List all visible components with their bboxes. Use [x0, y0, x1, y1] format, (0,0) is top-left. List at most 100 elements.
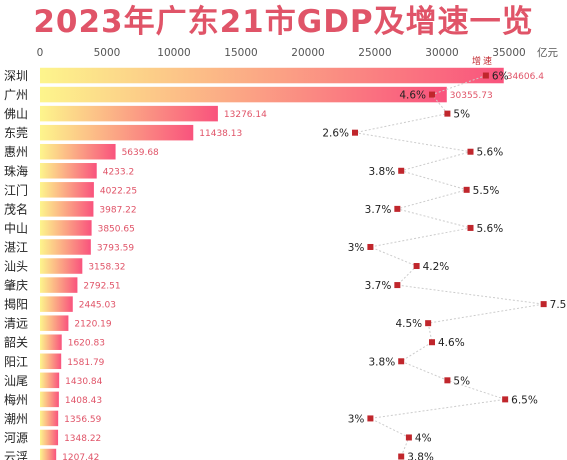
x-tick-label: 25000 [358, 47, 391, 59]
growth-marker [398, 453, 405, 460]
gdp-bar [40, 391, 59, 408]
growth-marker [467, 224, 474, 231]
gdp-value-label: 1430.84 [65, 377, 102, 387]
category-label: 中山 [4, 220, 28, 235]
gdp-bar [40, 86, 447, 103]
growth-value-label: 3% [348, 242, 365, 254]
gdp-bar [40, 448, 57, 460]
gdp-bar [40, 410, 59, 427]
x-tick-label: 30000 [425, 47, 458, 59]
growth-marker [540, 301, 547, 308]
category-label: 揭阳 [4, 297, 28, 312]
growth-value-label: 4.2% [423, 261, 450, 273]
growth-value-label: 5% [453, 375, 470, 387]
category-axis: 深圳广州佛山东莞惠州珠海江门茂名中山湛江汕头肇庆揭阳清远韶关阳江汕尾梅州潮州河源… [4, 69, 28, 460]
x-tick-label: 0 [37, 47, 44, 59]
gdp-bar [40, 277, 78, 293]
gdp-value-label: 13276.14 [224, 110, 267, 120]
gdp-bar [40, 315, 69, 331]
growth-value-label: 6.5% [511, 394, 538, 406]
category-label: 清远 [4, 317, 28, 331]
growth-value-label: 3.7% [365, 204, 392, 216]
growth-marker [444, 377, 451, 384]
gdp-value-label: 5639.68 [122, 148, 159, 158]
category-label: 潮州 [4, 411, 28, 426]
growth-marker [467, 148, 474, 155]
gdp-value-label: 11438.13 [199, 129, 242, 139]
gdp-bar [40, 201, 94, 217]
growth-series: 6% 4.6% 5% 2.6% 5.6% 3.8% 5.5% 3.7% 5.6% 3% 4.2% 3.… [322, 71, 567, 460]
growth-marker [398, 358, 405, 365]
growth-legend-label: 增速 [472, 55, 494, 67]
gdp-bar [40, 143, 116, 160]
gdp-bar [40, 124, 194, 141]
gdp-value-label: 1408.43 [65, 396, 102, 406]
growth-value-label: 3.8% [369, 166, 396, 178]
gdp-value-label: 1356.59 [64, 415, 101, 425]
bar-series: 34606.4 30355.73 13276.14 11438.13 5639.68 42… [40, 67, 544, 460]
gdp-bar [40, 67, 504, 84]
gdp-value-label: 4233.2 [103, 167, 135, 177]
gdp-value-label: 2792.51 [83, 282, 120, 292]
x-tick-label: 10000 [157, 47, 190, 59]
growth-value-label: 2.6% [322, 128, 349, 140]
category-label: 河源 [4, 431, 28, 445]
gdp-value-label: 3987.22 [99, 205, 136, 215]
category-label: 汕尾 [4, 374, 28, 388]
gdp-value-label: 3850.65 [98, 224, 135, 234]
gdp-value-label: 4022.25 [100, 186, 137, 196]
category-label: 佛山 [4, 107, 28, 121]
growth-marker [463, 186, 470, 193]
gdp-value-label: 1581.79 [67, 358, 104, 368]
gdp-value-label: 2445.03 [79, 301, 116, 311]
category-label: 惠州 [4, 145, 28, 159]
category-label: 茂名 [4, 201, 28, 216]
gdp-bar [40, 182, 94, 198]
category-label: 云浮 [4, 450, 28, 460]
gdp-bar [40, 429, 59, 446]
category-label: 肇庆 [4, 278, 28, 293]
gdp-bar [40, 163, 97, 179]
growth-marker [502, 396, 509, 403]
gdp-value-label: 1207.42 [62, 453, 99, 460]
growth-marker [429, 91, 435, 98]
growth-marker [367, 415, 374, 422]
growth-value-label: 5.6% [477, 147, 504, 159]
x-unit-label: 亿元 [537, 46, 558, 59]
category-label: 韶关 [4, 335, 28, 350]
x-tick-label: 15000 [224, 47, 257, 59]
gdp-bar [40, 220, 92, 236]
growth-marker [352, 129, 358, 136]
growth-marker [429, 339, 435, 346]
growth-value-label: 5.5% [473, 185, 500, 197]
growth-value-label: 6% [492, 71, 509, 83]
growth-value-label: 4.6% [399, 90, 426, 102]
growth-marker [394, 282, 401, 289]
gdp-value-label: 30355.73 [450, 91, 493, 101]
gdp-bar [40, 296, 73, 312]
gdp-bar [40, 105, 218, 122]
growth-marker [425, 320, 432, 327]
growth-value-label: 3% [348, 413, 365, 425]
category-label: 汕头 [4, 260, 28, 274]
growth-value-label: 7.5% [550, 299, 567, 311]
gdp-value-label: 1348.22 [64, 434, 101, 444]
category-label: 东莞 [4, 126, 28, 140]
gdp-bar [40, 239, 91, 255]
growth-value-label: 3.7% [365, 280, 392, 292]
gdp-value-label: 34606.4 [507, 72, 544, 82]
growth-value-label: 4.6% [438, 337, 465, 349]
growth-value-label: 4.5% [395, 318, 422, 330]
category-label: 湛江 [4, 240, 28, 254]
gdp-bar [40, 353, 62, 370]
gdp-value-label: 3793.59 [97, 243, 134, 253]
x-tick-label: 20000 [291, 47, 324, 59]
gdp-value-label: 3158.32 [88, 263, 125, 273]
growth-marker [394, 205, 401, 212]
growth-value-label: 4% [415, 432, 432, 444]
category-label: 梅州 [4, 392, 28, 407]
growth-marker [398, 167, 405, 174]
gdp-value-label: 1620.83 [68, 339, 105, 349]
